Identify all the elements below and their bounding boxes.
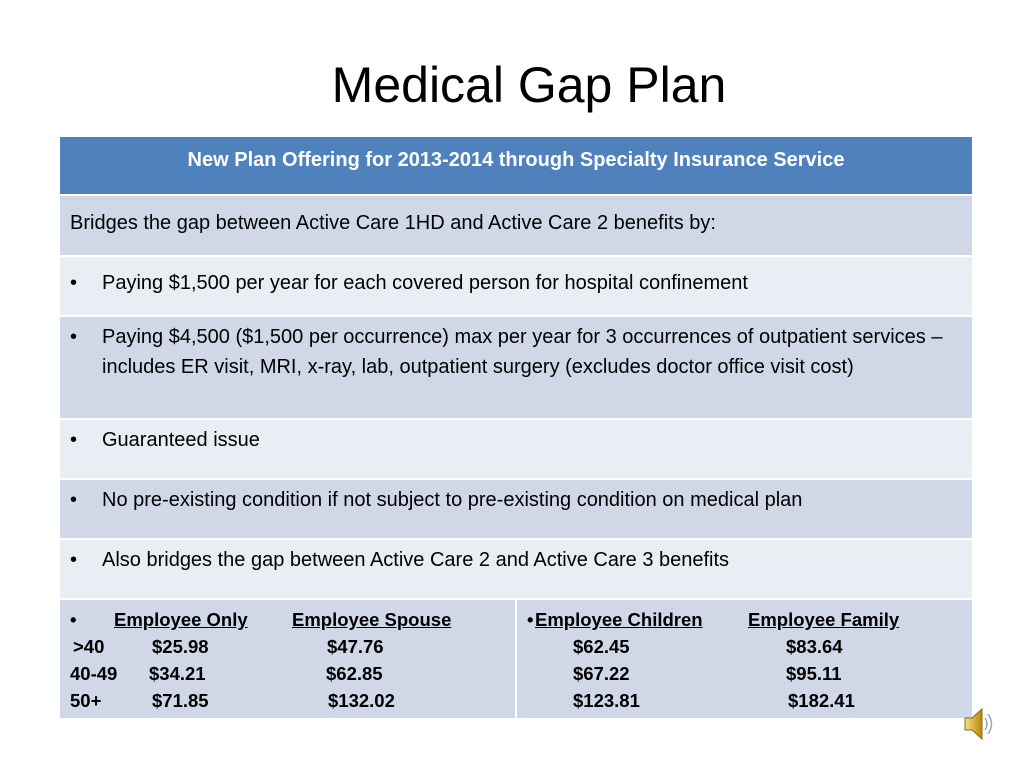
intro-row: Bridges the gap between Active Care 1HD …: [60, 196, 972, 255]
bullet: •: [527, 609, 534, 630]
rates-right: • Employee Children Employee Family $62.…: [517, 600, 972, 718]
bullet: •: [70, 489, 78, 511]
speaker-icon[interactable]: [962, 706, 994, 742]
table-row: • Guaranteed issue: [60, 420, 972, 478]
col-employee-spouse: Employee Spouse: [292, 609, 452, 630]
rate-cell: $182.41: [788, 690, 855, 711]
rate-cell: $47.76: [327, 636, 384, 657]
bullet: •: [70, 272, 78, 294]
bullet-text: Also bridges the gap between Active Care…: [102, 549, 730, 571]
age-band: 50+: [70, 690, 102, 711]
slide-title: Medical Gap Plan: [331, 57, 727, 113]
bullet: •: [70, 549, 78, 571]
table-header: New Plan Offering for 2013-2014 through …: [60, 137, 972, 194]
table-row: • Paying $4,500 ($1,500 per occurrence) m…: [60, 317, 972, 418]
rate-cell: $67.22: [573, 663, 630, 684]
bullet: •: [70, 429, 78, 451]
rate-cell: $34.21: [149, 663, 206, 684]
table-row: • No pre-existing condition if not subjec…: [60, 480, 972, 538]
bullet: •: [70, 609, 77, 630]
rate-cell: $123.81: [573, 690, 640, 711]
age-band: >40: [73, 636, 105, 657]
bullet-text: Guaranteed issue: [102, 429, 260, 451]
rates-row: • Employee Only Employee Spouse >40 $25.…: [60, 600, 972, 718]
col-employee-children: Employee Children: [535, 609, 703, 630]
rate-cell: $62.45: [573, 636, 630, 657]
col-employee-only: Employee Only: [114, 609, 248, 630]
rate-cell: $71.85: [152, 690, 209, 711]
table-row: • Also bridges the gap between Active Car…: [60, 540, 972, 598]
bullet: •: [70, 326, 78, 348]
col-employee-family: Employee Family: [748, 609, 900, 630]
table-row: • Paying $1,500 per year for each covered…: [60, 257, 972, 315]
rate-cell: $95.11: [786, 663, 842, 684]
bullet-text: Paying $4,500 ($1,500 per occurrence) ma…: [102, 326, 943, 378]
rate-cell: $83.64: [786, 636, 843, 657]
rates-left: • Employee Only Employee Spouse >40 $25.…: [60, 600, 515, 718]
rate-cell: $25.98: [152, 636, 209, 657]
rate-cell: $132.02: [328, 690, 395, 711]
age-band: 40-49: [70, 663, 118, 684]
bullet-text: Paying $1,500 per year for each covered …: [102, 272, 748, 294]
bullet-text: No pre-existing condition if not subject…: [102, 489, 803, 511]
rate-cell: $62.85: [326, 663, 383, 684]
